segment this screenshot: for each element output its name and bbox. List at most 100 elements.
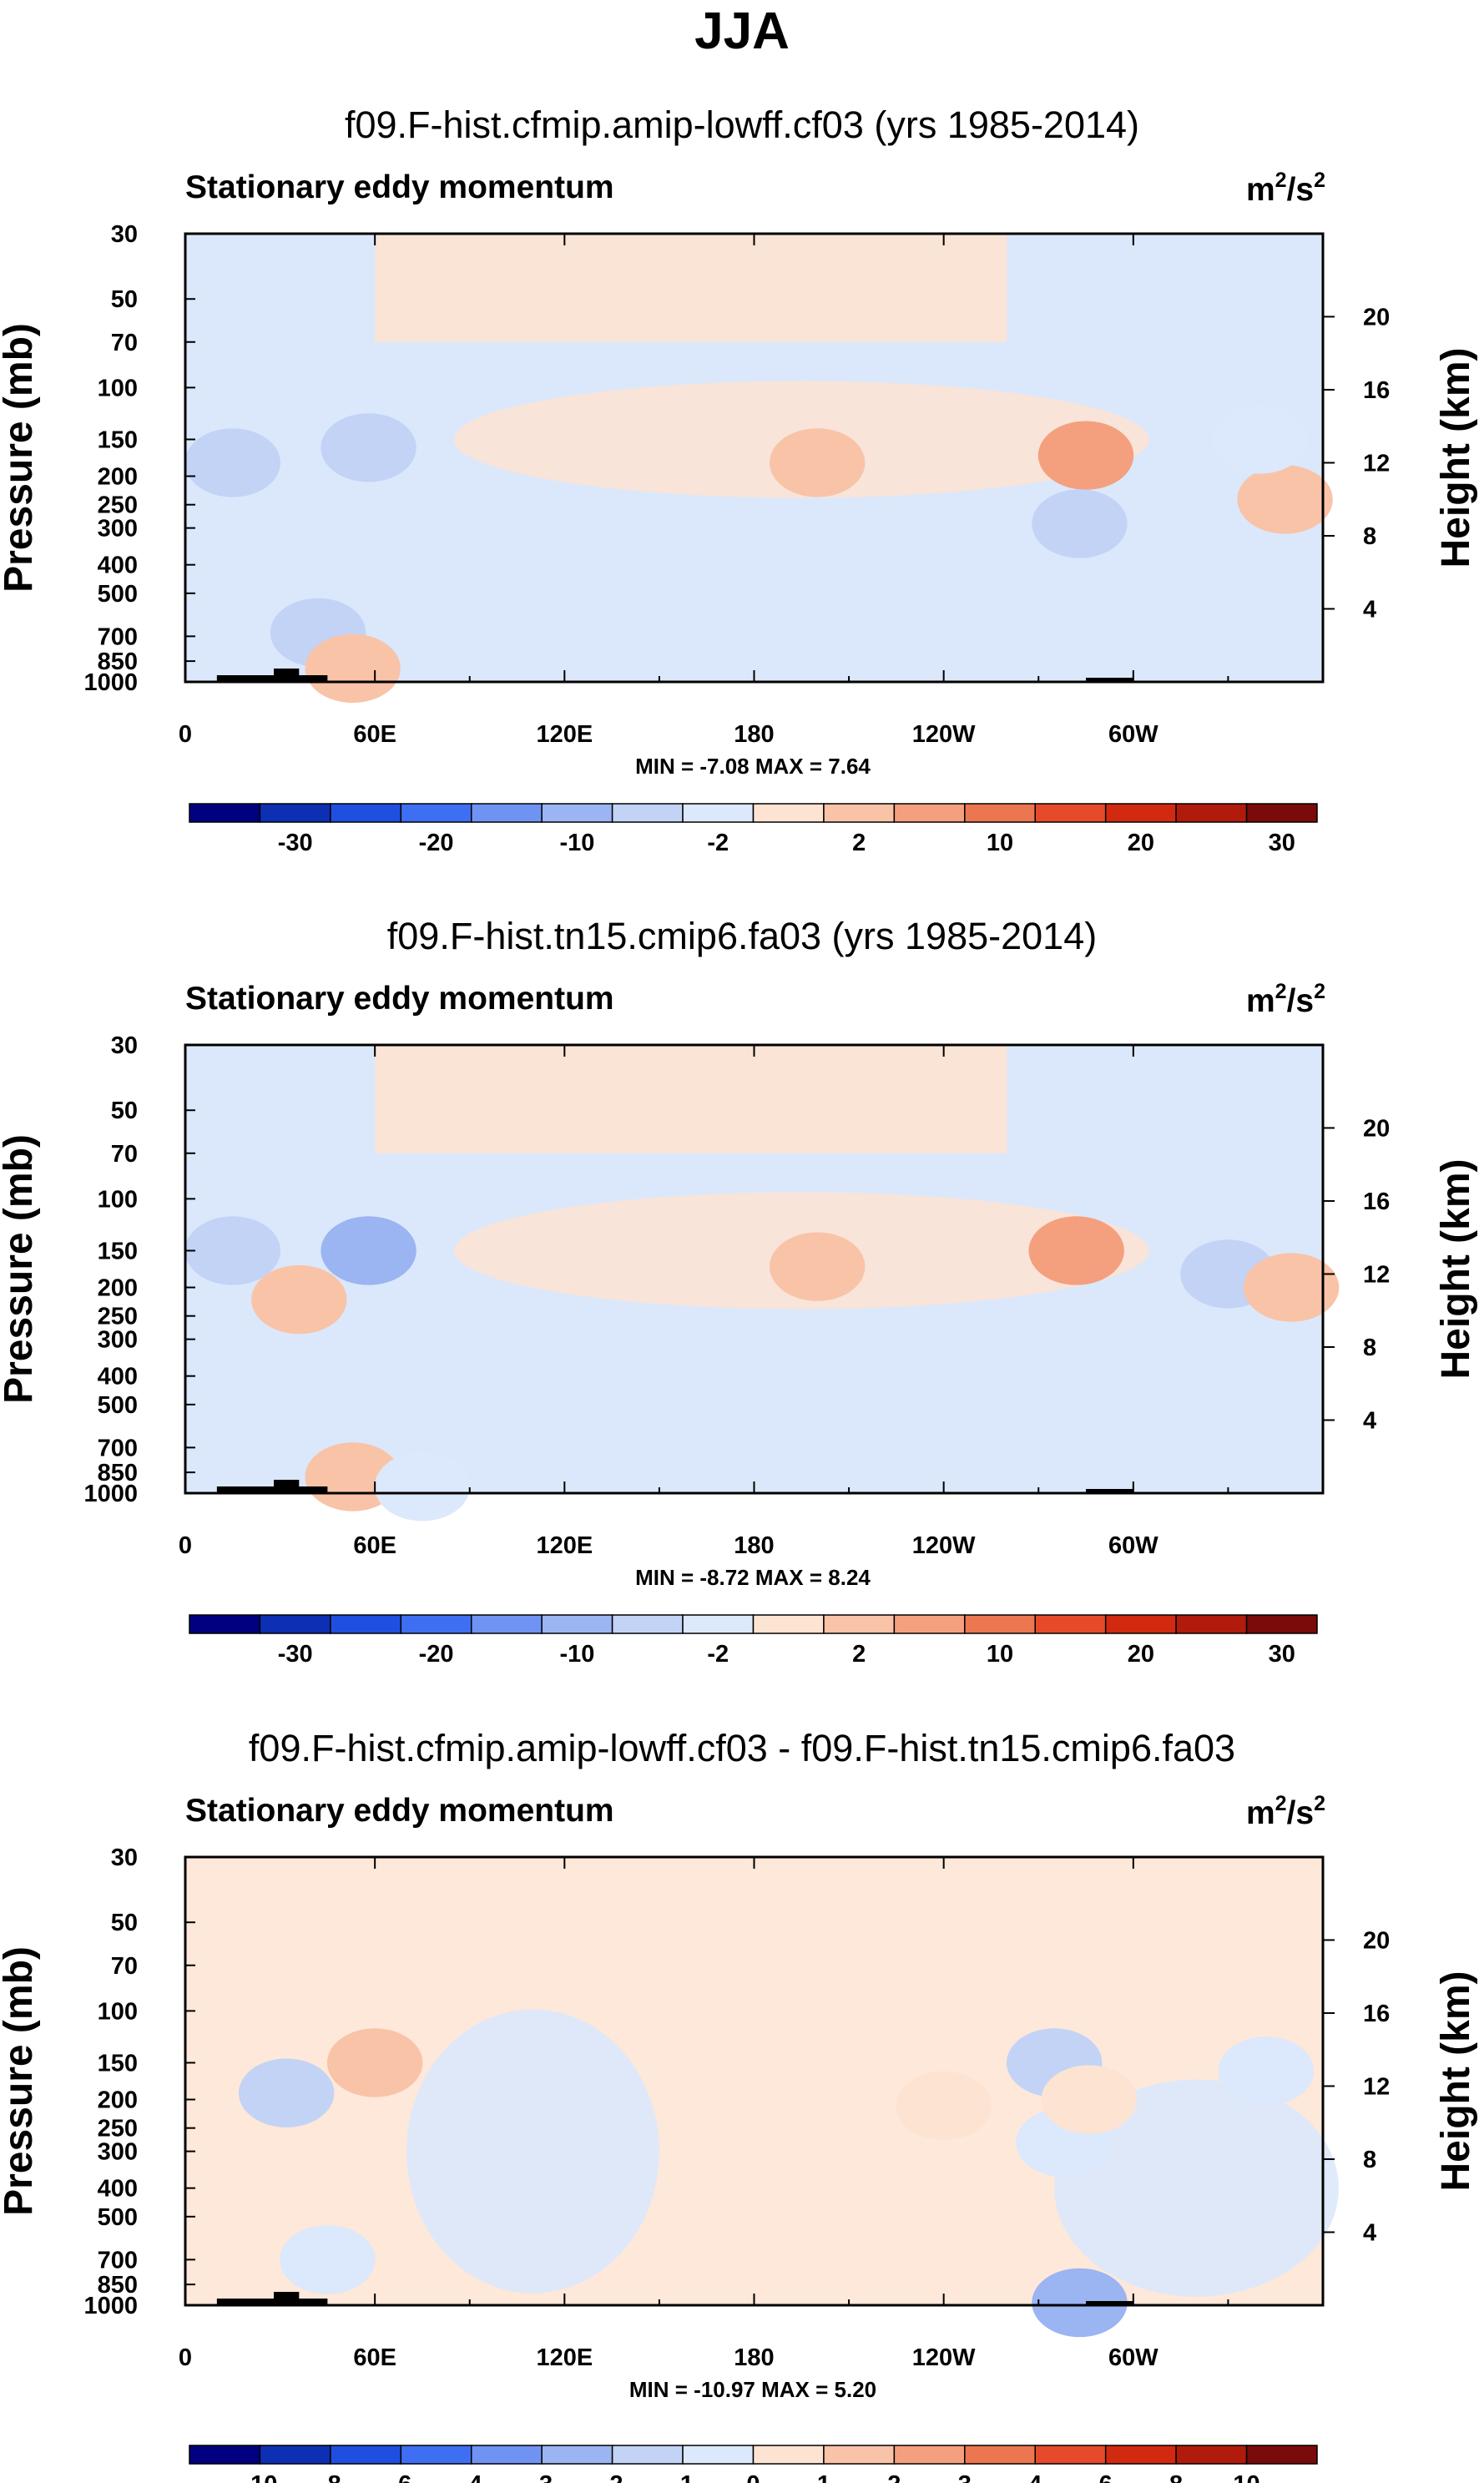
colorbar-label: 4: [1028, 2471, 1042, 2483]
x-tick-label: 0: [179, 1532, 192, 1559]
height-tick-label: 12: [1363, 1261, 1390, 1288]
y-tick-label: 100: [98, 375, 138, 401]
x-tick-label: 60W: [1108, 721, 1158, 748]
colorbar-swatch: [400, 803, 472, 823]
contour-feature-5-level-1: [1028, 1216, 1124, 1285]
colorbar-swatch: [471, 803, 543, 823]
y-tick-label: 300: [98, 1327, 138, 1354]
colorbar-label: -3: [531, 2471, 553, 2483]
units-label: m2/s2: [1246, 169, 1325, 208]
x-tick-label: 0: [179, 2344, 192, 2371]
y-tick-label: 70: [111, 1953, 138, 1980]
height-tick-label: 12: [1363, 450, 1390, 477]
contour-feature-9-level-1: [1212, 405, 1308, 474]
colorbar-swatch: [682, 1614, 755, 1634]
y-tick-label: 500: [98, 1392, 138, 1419]
height-tick-label: 4: [1363, 1407, 1376, 1434]
panel-left-label: Stationary eddy momentum: [185, 169, 614, 205]
units-label: m2/s2: [1246, 1792, 1325, 1831]
colorbar-label: -30: [278, 830, 313, 856]
colorbar-label: -2: [707, 1641, 729, 1668]
colorbar-swatch: [893, 1614, 966, 1634]
topography: [216, 675, 328, 682]
colorbar-swatch: [1175, 1614, 1248, 1634]
x-tick-label: 180: [734, 721, 774, 748]
colorbar-label: -10: [242, 2471, 277, 2483]
x-tick-label: 60E: [353, 2344, 396, 2371]
colorbar-label: 3: [958, 2471, 972, 2483]
colorbar-swatch: [259, 2445, 331, 2465]
y-tick-label: 150: [98, 1238, 138, 1264]
topography: [216, 1486, 328, 1493]
colorbar-label: -10: [559, 830, 594, 856]
y-tick-label: 50: [111, 286, 138, 313]
colorbar-swatch: [1104, 1614, 1177, 1634]
contour-feature-1-level-1: [770, 428, 866, 497]
colorbar-swatch: [189, 803, 261, 823]
colorbar-swatch: [471, 2445, 543, 2465]
colorbar-swatch: [611, 803, 684, 823]
colorbar-label: 1: [817, 2471, 830, 2483]
height-tick-label: 4: [1363, 2219, 1376, 2246]
height-tick-label: 20: [1363, 304, 1390, 331]
x-tick-label: 60W: [1108, 1532, 1158, 1559]
colorbar-swatch: [259, 1614, 331, 1634]
colorbar-swatch: [541, 1614, 613, 1634]
x-tick-label: 60E: [353, 1532, 396, 1559]
y-tick-label: 70: [111, 1141, 138, 1168]
height-tick-label: 16: [1363, 377, 1390, 404]
y-axis-title: Pressure (mb): [0, 1946, 41, 2216]
colorbar-label: -10: [559, 1641, 594, 1668]
panel-3: f09.F-hist.cfmip.amip-lowff.cf03 - f09.F…: [0, 1727, 1478, 2483]
y-tick-label: 850: [98, 2272, 138, 2299]
colorbar-label: -20: [419, 1641, 454, 1668]
height-tick-label: 12: [1363, 2073, 1390, 2100]
colorbar-swatch: [1034, 1614, 1107, 1634]
y-tick-label: 700: [98, 623, 138, 650]
colorbar-label: -6: [390, 2471, 411, 2483]
contour-feature-2-level-1: [238, 2058, 335, 2127]
colorbar-label: 2: [852, 1641, 866, 1668]
y-tick-label: 70: [111, 330, 138, 356]
x-tick-label: 0: [179, 721, 192, 748]
panel-left-label: Stationary eddy momentum: [185, 981, 614, 1017]
colorbar-swatch: [541, 2445, 613, 2465]
y-tick-label: 150: [98, 426, 138, 453]
y-tick-label: 30: [111, 1845, 138, 1871]
topography: [1086, 2301, 1133, 2305]
colorbar-swatch: [682, 803, 755, 823]
contour-feature-2-level-1: [1037, 421, 1134, 490]
colorbar-swatch: [541, 803, 613, 823]
field-band: [375, 1045, 1007, 1153]
field-band: [375, 234, 1007, 342]
min-max-label: MIN = -7.08 MAX = 7.64: [635, 754, 871, 779]
figure-title: JJA: [694, 3, 790, 60]
colorbar-swatch: [1104, 803, 1177, 823]
x-tick-label: 60E: [353, 721, 396, 748]
panel-title: f09.F-hist.cfmip.amip-lowff.cf03 - f09.F…: [249, 1727, 1235, 1769]
colorbar-swatch: [823, 1614, 896, 1634]
y-tick-label: 30: [111, 1032, 138, 1059]
topography: [274, 1480, 300, 1493]
topography: [1086, 678, 1133, 682]
y-tick-label: 150: [98, 2050, 138, 2077]
field-band: [406, 2009, 659, 2294]
colorbar-swatch: [893, 803, 966, 823]
colorbar-label: -2: [602, 2471, 623, 2483]
x-tick-label: 120W: [912, 1532, 976, 1559]
colorbar-label: 2: [852, 830, 866, 856]
contour-feature-4-level-1: [770, 1232, 866, 1301]
contour-feature-3-level-1: [1237, 465, 1333, 534]
y-tick-label: 300: [98, 516, 138, 543]
colorbar-label: -2: [707, 830, 729, 856]
colorbar-swatch: [1175, 803, 1248, 823]
colorbar-swatch: [1245, 803, 1318, 823]
y-axis-title-right: Height (km): [1434, 1159, 1478, 1380]
y-tick-label: 850: [98, 1460, 138, 1486]
y-tick-label: 850: [98, 649, 138, 675]
contour-feature-1-level-1: [326, 2028, 423, 2097]
y-tick-label: 400: [98, 2176, 138, 2203]
height-tick-label: 16: [1363, 2001, 1390, 2027]
height-tick-label: 20: [1363, 1927, 1390, 1954]
colorbar-swatch: [611, 1614, 684, 1634]
